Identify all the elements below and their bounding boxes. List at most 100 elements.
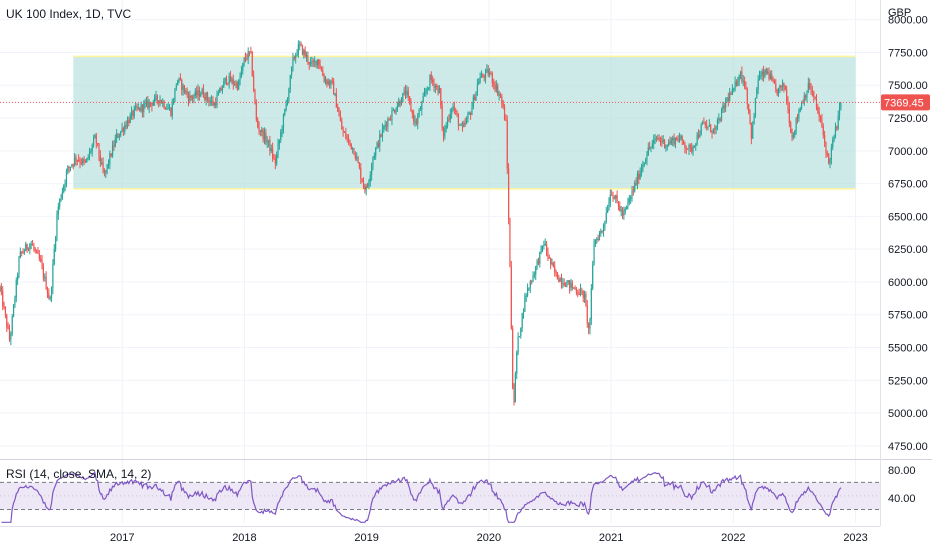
candle-body (186, 91, 188, 95)
candle-body (619, 206, 621, 212)
candle-body (111, 145, 114, 157)
candle-body (792, 135, 795, 138)
candle-body (813, 92, 815, 97)
candle-body (333, 81, 335, 95)
candle-body (309, 61, 312, 65)
candle-body (143, 103, 145, 112)
candle-body (206, 92, 209, 100)
candle-body (3, 306, 5, 308)
candle-body (227, 83, 229, 85)
candle-body (445, 125, 447, 129)
candle-body (390, 119, 392, 121)
candle-body (421, 102, 423, 110)
candle-body (320, 68, 323, 71)
candle-body (356, 157, 358, 159)
candle-body (470, 112, 472, 115)
candle-body (444, 128, 446, 137)
candle-body (289, 75, 291, 89)
candle-body (116, 133, 118, 139)
candle-body (817, 106, 819, 113)
candle-body (764, 69, 766, 77)
candle-body (316, 59, 318, 66)
candle-body (807, 83, 809, 93)
candle-body (615, 195, 617, 199)
candle-body (44, 276, 46, 278)
candle-body (68, 166, 70, 168)
candle-body (34, 248, 36, 251)
candle-body (290, 66, 293, 76)
candle-body (312, 61, 314, 63)
candle-body (767, 72, 769, 74)
candle-body (210, 100, 213, 102)
candle-body (476, 84, 479, 92)
candle-body (783, 82, 785, 87)
candle-body (607, 209, 609, 213)
candle-body (284, 108, 286, 115)
candle-body (274, 158, 276, 164)
candle-body (655, 138, 658, 140)
candle-body (609, 194, 611, 203)
candle-body (814, 96, 816, 100)
price-axis[interactable]: 4750.00 5000.00 5250.00 5500.00 5750.00 6000.… (888, 15, 928, 453)
candle-body (323, 76, 325, 82)
price-tick-label: 8000.00 (888, 15, 928, 27)
candle-body (42, 266, 45, 278)
candle-body (809, 83, 811, 89)
candle-body (551, 262, 553, 265)
candle-body (56, 214, 58, 238)
candle-body (40, 258, 42, 261)
range-zone (73, 56, 856, 189)
candle-body (193, 96, 195, 99)
candle-body (718, 118, 720, 121)
candle-body (693, 145, 696, 147)
candle-body (173, 100, 175, 104)
price-tick-label: 5250.00 (888, 375, 928, 387)
candle-body (524, 296, 526, 312)
candle-body (276, 153, 278, 164)
candle-body (806, 92, 808, 98)
candle-body (665, 146, 667, 148)
candle-body (436, 86, 438, 88)
candle-body (167, 108, 169, 110)
candle-body (338, 111, 340, 116)
candle-body (46, 289, 49, 294)
candle-body (376, 142, 378, 149)
candle-body (33, 245, 35, 249)
candle-body (7, 327, 9, 329)
candle-body (307, 55, 309, 63)
candle-body (423, 93, 426, 97)
rsi-line (1, 471, 842, 523)
candle-body (501, 96, 503, 103)
candle-body (651, 143, 653, 147)
candle-body (15, 279, 17, 298)
candle-body (495, 85, 497, 90)
candle-body (601, 230, 603, 232)
candle-body (475, 91, 477, 101)
candle-body (426, 89, 428, 92)
candle-body (761, 71, 763, 76)
candle-body (87, 157, 89, 159)
candle-body (455, 110, 457, 112)
candle-body (499, 94, 502, 97)
time-axis[interactable]: 2017 2018 2019 2020 2021 2022 2023 (110, 532, 868, 544)
candle-body (330, 80, 332, 86)
candle-body (175, 85, 177, 89)
candle-body (64, 182, 66, 186)
candle-body (669, 141, 671, 144)
candle-body (293, 57, 295, 59)
candle-body (592, 264, 594, 289)
candle-body (217, 93, 219, 96)
candle-body (413, 113, 415, 122)
candle-body (311, 61, 313, 63)
candle-body (113, 145, 115, 147)
candle-body (69, 166, 72, 168)
candle-body (84, 160, 87, 163)
candle-body (129, 115, 131, 123)
candle-body (383, 126, 385, 129)
candle-body (145, 100, 148, 104)
price-tick-label: 6750.00 (888, 179, 928, 191)
candle-body (550, 257, 552, 265)
candle-body (49, 297, 51, 299)
candle-body (837, 115, 839, 129)
candle-body (154, 96, 156, 103)
